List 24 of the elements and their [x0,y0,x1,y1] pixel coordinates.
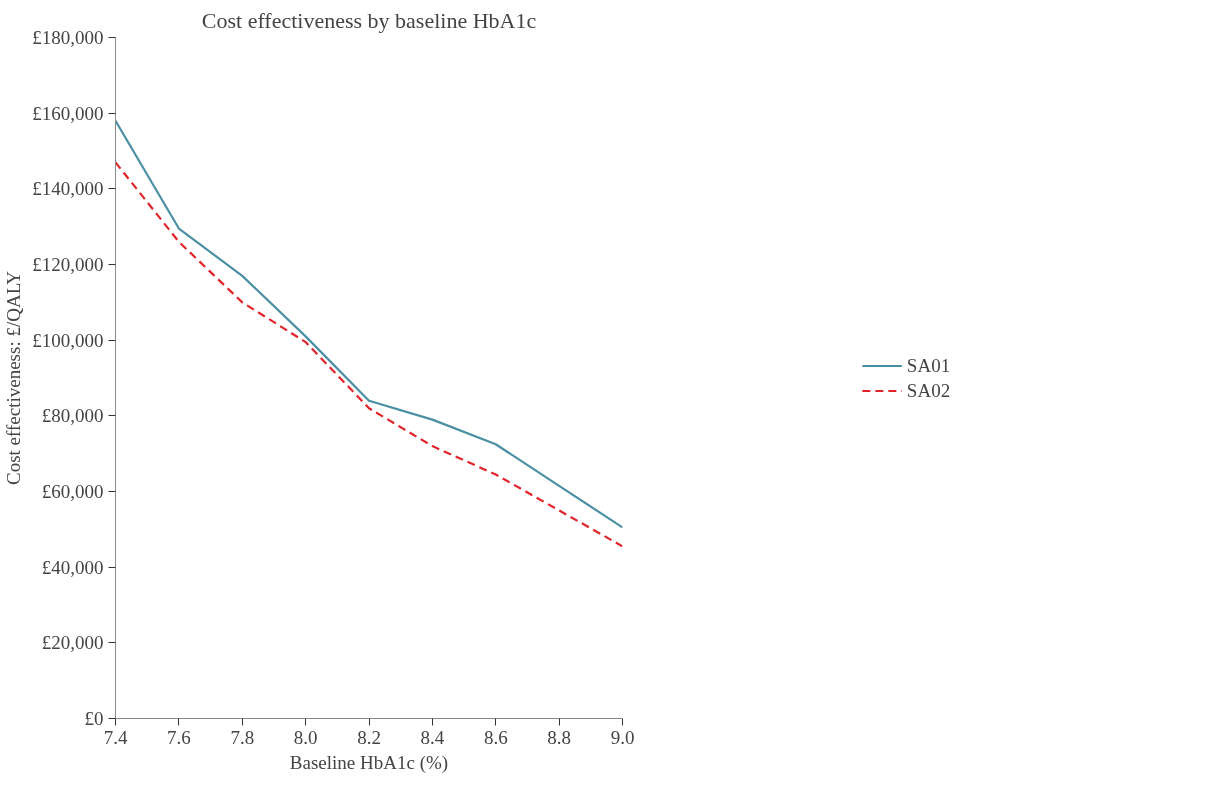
y-tick-label: £80,000 [41,405,104,427]
y-axis-title: Cost effectiveness: £/QALY [3,270,25,486]
x-tick-label: 8.8 [547,726,571,748]
y-tick-label: £20,000 [41,632,104,654]
y-tick-label: £120,000 [32,254,104,275]
x-tick-label: 7.8 [230,726,255,748]
y-tick-label: £140,000 [32,178,104,200]
x-tick-label: 9.0 [610,726,635,748]
x-tick-label: 7.6 [167,726,191,748]
x-tick-label: 8.6 [483,726,508,748]
y-tick-label: £40,000 [41,556,104,578]
y-tick-label: £0 [84,708,104,729]
x-tick-label: 8.4 [420,726,445,748]
y-tick-label: £180,000 [32,27,104,48]
y-tick-label: £100,000 [32,329,104,351]
x-axis-title: Baseline HbA1c (%) [289,751,449,774]
x-tick-label: 8.2 [357,726,381,748]
y-tick-label: £60,000 [41,481,104,502]
legend-label: SA02 [906,379,951,401]
x-tick-label: 7.4 [103,726,128,748]
y-tick-label: £160,000 [32,102,104,124]
x-tick-label: 8.0 [293,726,318,748]
chart-title: Cost effectiveness by baseline HbA1c [201,7,537,33]
legend-label: SA01 [906,354,951,376]
